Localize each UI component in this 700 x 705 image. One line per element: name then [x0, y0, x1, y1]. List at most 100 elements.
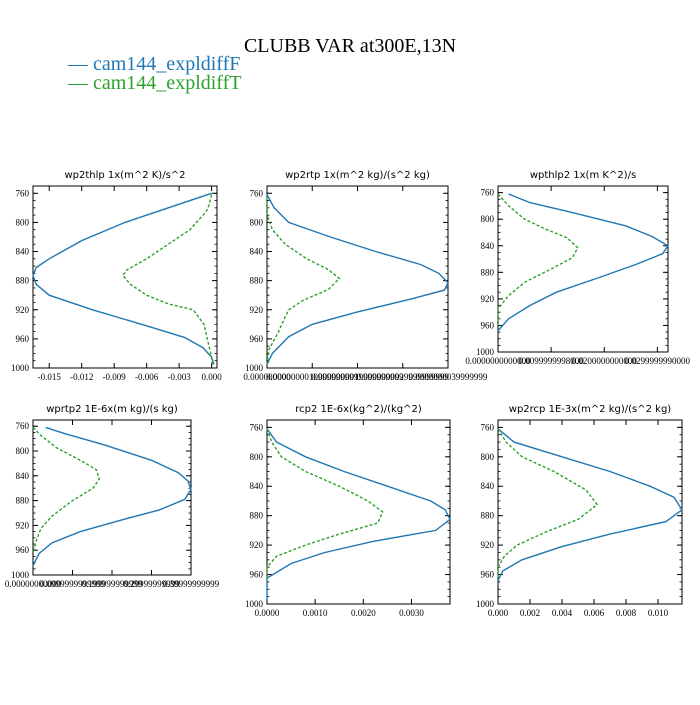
y-tick-label: 840 — [481, 241, 495, 251]
x-tick-label: 0.006 — [584, 608, 605, 618]
panels-group: wp2thlp 1x(m^2 K)/s^2 760 800 840 880 920 960 1… — [5, 170, 691, 618]
plot-frame — [266, 185, 449, 369]
x-tick-label: 0.004 — [552, 608, 573, 618]
y-tick-label: 880 — [250, 511, 264, 521]
y-tick-label: 960 — [250, 334, 264, 344]
x-tick-label: 0.0000000010999999999 — [266, 372, 359, 382]
x-tick-label: 0.0000 — [255, 608, 280, 618]
y-tick-label: 960 — [481, 570, 495, 580]
y-tick-label: 800 — [16, 217, 30, 227]
series-line-cam144_expldiffF — [266, 194, 449, 365]
plot-frame — [497, 185, 669, 353]
panel-5: rcp2 1E-6x(kg^2)/(kg^2) 760 800 840 880 920 96… — [245, 404, 451, 618]
series-line-cam144_expldiffT — [266, 428, 384, 582]
x-tick-label: 0.0000000019999999999 — [311, 372, 404, 382]
x-tick-label: -0.015 — [38, 372, 62, 382]
series-line-cam144_expldiffT — [497, 428, 599, 579]
figure-title: CLUBB VAR at300E,13N — [244, 35, 456, 57]
series-line-cam144_expldiffF — [32, 426, 192, 567]
x-tick-label: 0.00000000000 — [5, 579, 62, 589]
y-tick-label: 1000 — [476, 599, 495, 609]
x-tick-label: 0.0000000029999999999 — [357, 372, 450, 382]
x-tick-label: 0.0000000039999999 — [409, 372, 488, 382]
panel-1: wp2thlp 1x(m^2 K)/s^2 760 800 840 880 920 960 1… — [11, 170, 222, 382]
x-tick-label: 0.002 — [520, 608, 540, 618]
y-tick-label: 920 — [481, 294, 495, 304]
y-tick-label: 840 — [250, 481, 264, 491]
y-tick-label: 880 — [16, 496, 30, 506]
y-tick-label: 760 — [481, 188, 495, 198]
plot-frame — [266, 419, 451, 605]
x-tick-label: 0.0030 — [399, 608, 424, 618]
x-tick-label: -0.009 — [103, 372, 127, 382]
y-tick-label: 840 — [481, 481, 495, 491]
y-tick-label: 920 — [250, 305, 264, 315]
y-tick-label: 920 — [481, 540, 495, 550]
x-tick-label: -0.012 — [70, 372, 93, 382]
y-tick-label: 1000 — [245, 599, 264, 609]
y-tick-label: 760 — [16, 421, 30, 431]
series-line-cam144_expldiffT — [266, 196, 341, 365]
y-tick-label: 960 — [481, 320, 495, 330]
legend-entry-2: — cam144_expldiffT — [67, 72, 241, 94]
series-line-cam144_expldiffF — [497, 428, 683, 581]
panel-2: wp2rtp 1x(m^2 kg)/(s^2 kg) 760 800 840 880 92… — [243, 170, 488, 382]
y-tick-label: 960 — [250, 570, 264, 580]
panel-title: wp2rtp 1x(m^2 kg)/(s^2 kg) — [285, 170, 430, 181]
x-tick-label: 0.000000000 — [243, 372, 291, 382]
panel-title: wp2rcp 1E-3x(m^2 kg)/(s^2 kg) — [509, 404, 672, 415]
x-tick-label: 0.0000000000000 — [465, 356, 531, 366]
plot-frame — [32, 419, 192, 576]
panel-title: rcp2 1E-6x(kg^2)/(kg^2) — [295, 404, 422, 415]
y-tick-label: 880 — [481, 267, 495, 277]
y-tick-label: 920 — [16, 520, 30, 530]
series-line-cam144_expldiffF — [266, 428, 451, 601]
y-tick-label: 840 — [16, 247, 30, 257]
panel-6: wp2rcp 1E-3x(m^2 kg)/(s^2 kg) 760 800 840 88… — [476, 404, 683, 618]
series-line-cam144_expldiffT — [497, 193, 579, 326]
y-tick-label: 760 — [481, 422, 495, 432]
y-tick-label: 800 — [481, 452, 495, 462]
x-tick-label: 0.0999999999999 — [40, 579, 106, 589]
x-tick-label: 0.008 — [616, 608, 637, 618]
y-tick-label: 800 — [16, 446, 30, 456]
series-line-cam144_expldiffT — [32, 426, 101, 554]
x-tick-label: 0.000 — [488, 608, 509, 618]
panel-4: wprtp2 1E-6x(m kg)/(s kg) 760 800 840 880 920… — [5, 404, 220, 589]
y-tick-label: 760 — [250, 422, 264, 432]
panel-title: wp2thlp 1x(m^2 K)/s^2 — [64, 170, 185, 181]
y-tick-label: 1000 — [11, 363, 30, 373]
y-tick-label: 1000 — [245, 363, 264, 373]
y-tick-label: 960 — [16, 334, 30, 344]
x-tick-label: 0.0020 — [351, 608, 376, 618]
panel-title: wpthlp2 1x(m K^2)/s — [530, 170, 636, 181]
x-tick-label: 0.29999999999 — [123, 579, 180, 589]
x-tick-label: -0.006 — [135, 372, 159, 382]
y-tick-label: 880 — [250, 276, 264, 286]
x-tick-label: 0.010 — [648, 608, 669, 618]
y-tick-label: 920 — [16, 305, 30, 315]
x-tick-label: 0.000 — [201, 372, 222, 382]
panel-title: wprtp2 1E-6x(m kg)/(s kg) — [46, 404, 178, 415]
x-tick-label: 0.39999999999 — [163, 579, 220, 589]
plot-frame — [497, 419, 683, 605]
y-tick-label: 760 — [250, 188, 264, 198]
y-tick-label: 880 — [16, 276, 30, 286]
series-line-cam144_expldiffF — [32, 192, 215, 365]
x-tick-label: 0.0200000000000 — [572, 356, 638, 366]
y-tick-label: 800 — [481, 214, 495, 224]
series-line-cam144_expldiffF — [497, 193, 669, 332]
panel-3: wpthlp2 1x(m K^2)/s 760 800 840 880 920 960 100… — [465, 170, 690, 366]
y-tick-label: 800 — [250, 452, 264, 462]
x-tick-label: 0.199999999999 — [82, 579, 143, 589]
x-tick-label: 0.0299999990000 — [625, 356, 691, 366]
y-tick-label: 840 — [16, 471, 30, 481]
y-tick-label: 1000 — [476, 347, 495, 357]
y-tick-label: 760 — [16, 188, 30, 198]
y-tick-label: 800 — [250, 217, 264, 227]
x-tick-label: -0.003 — [167, 372, 191, 382]
y-tick-label: 960 — [16, 545, 30, 555]
x-tick-label: 0.0099999998000 — [519, 356, 585, 366]
y-tick-label: 840 — [250, 247, 264, 257]
